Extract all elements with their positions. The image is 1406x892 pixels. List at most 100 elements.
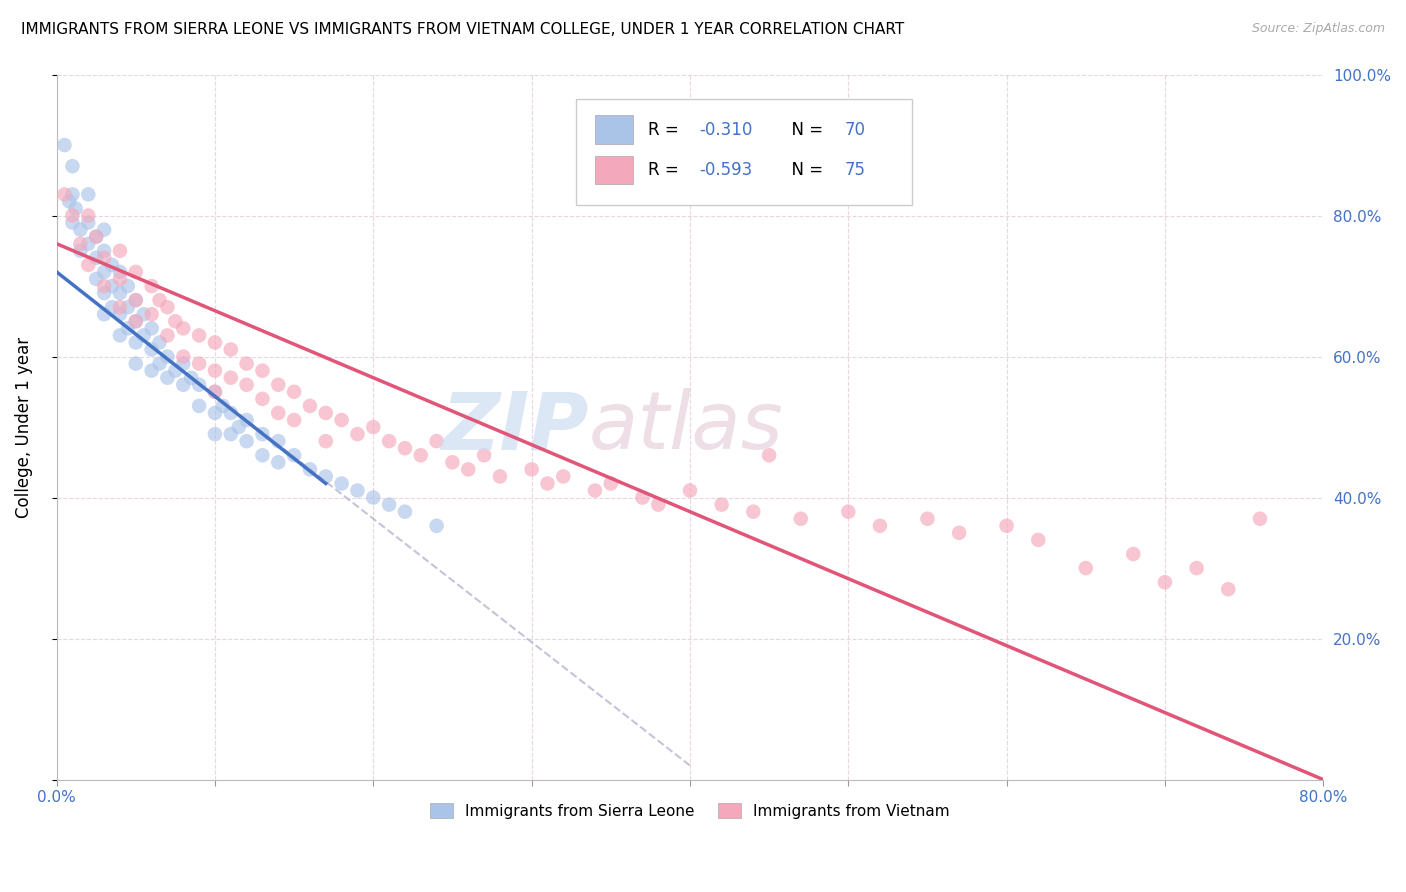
Point xyxy=(125,314,148,328)
Point xyxy=(58,194,80,209)
Point xyxy=(315,434,337,449)
Point xyxy=(141,321,163,335)
Point xyxy=(77,216,100,230)
Point xyxy=(93,222,115,236)
Text: Source: ZipAtlas.com: Source: ZipAtlas.com xyxy=(1251,22,1385,36)
Point xyxy=(69,222,91,236)
Point xyxy=(267,434,290,449)
Point xyxy=(188,328,211,343)
Point xyxy=(62,159,84,173)
Point xyxy=(283,384,305,399)
Point xyxy=(125,357,148,371)
Point xyxy=(180,370,202,384)
Point xyxy=(77,209,100,223)
Point xyxy=(156,300,179,314)
Point xyxy=(125,293,148,307)
Point xyxy=(346,483,368,498)
Point xyxy=(394,505,416,519)
Point xyxy=(148,335,170,350)
Point xyxy=(62,187,84,202)
Point xyxy=(101,279,124,293)
Text: -0.310: -0.310 xyxy=(699,120,752,138)
Point xyxy=(108,244,131,258)
Point xyxy=(1122,547,1144,561)
Point xyxy=(457,462,479,476)
Point xyxy=(188,357,211,371)
Point xyxy=(125,293,148,307)
Point xyxy=(165,314,187,328)
Point xyxy=(204,384,226,399)
Bar xyxy=(595,115,633,144)
Point xyxy=(228,420,250,434)
Point xyxy=(426,518,449,533)
Point xyxy=(141,364,163,378)
Point xyxy=(283,413,305,427)
Point xyxy=(108,265,131,279)
Point xyxy=(93,286,115,301)
Point xyxy=(77,187,100,202)
Point xyxy=(219,370,242,384)
Point xyxy=(188,399,211,413)
Point xyxy=(172,350,194,364)
Point xyxy=(647,498,669,512)
Point xyxy=(298,399,321,413)
Point xyxy=(267,377,290,392)
Point xyxy=(108,300,131,314)
Point xyxy=(84,272,107,286)
Point xyxy=(948,525,970,540)
Point xyxy=(995,518,1018,533)
Point xyxy=(472,448,495,462)
Point xyxy=(315,469,337,483)
Point xyxy=(93,307,115,321)
Point xyxy=(93,279,115,293)
Y-axis label: College, Under 1 year: College, Under 1 year xyxy=(15,336,32,517)
Bar xyxy=(595,155,633,184)
Point xyxy=(235,357,257,371)
Point xyxy=(361,491,384,505)
Point xyxy=(219,406,242,420)
Point xyxy=(148,293,170,307)
Point xyxy=(101,300,124,314)
Point xyxy=(869,518,891,533)
Point xyxy=(108,307,131,321)
Point xyxy=(1185,561,1208,575)
Point xyxy=(53,187,76,202)
Point xyxy=(204,364,226,378)
Point xyxy=(204,406,226,420)
Point xyxy=(125,335,148,350)
Point xyxy=(93,265,115,279)
Point xyxy=(583,483,606,498)
Text: N =: N = xyxy=(782,120,828,138)
Point xyxy=(710,498,733,512)
Point xyxy=(132,328,155,343)
Point xyxy=(62,216,84,230)
Text: atlas: atlas xyxy=(589,388,783,466)
Point xyxy=(77,258,100,272)
Point xyxy=(252,427,274,442)
Legend: Immigrants from Sierra Leone, Immigrants from Vietnam: Immigrants from Sierra Leone, Immigrants… xyxy=(425,797,956,825)
Point xyxy=(172,377,194,392)
Point xyxy=(141,343,163,357)
Point xyxy=(108,272,131,286)
Point xyxy=(426,434,449,449)
Point xyxy=(141,279,163,293)
Point xyxy=(1026,533,1049,547)
Point xyxy=(1218,582,1240,597)
Point xyxy=(84,229,107,244)
Point xyxy=(489,469,512,483)
Point xyxy=(441,455,464,469)
Point xyxy=(917,512,939,526)
Point xyxy=(330,413,353,427)
FancyBboxPatch shape xyxy=(576,99,911,205)
Point xyxy=(252,364,274,378)
Point xyxy=(108,328,131,343)
Point xyxy=(141,307,163,321)
Point xyxy=(156,328,179,343)
Point xyxy=(84,251,107,265)
Point xyxy=(204,384,226,399)
Point xyxy=(631,491,654,505)
Point xyxy=(172,321,194,335)
Text: R =: R = xyxy=(648,120,685,138)
Text: N =: N = xyxy=(782,161,828,178)
Point xyxy=(361,420,384,434)
